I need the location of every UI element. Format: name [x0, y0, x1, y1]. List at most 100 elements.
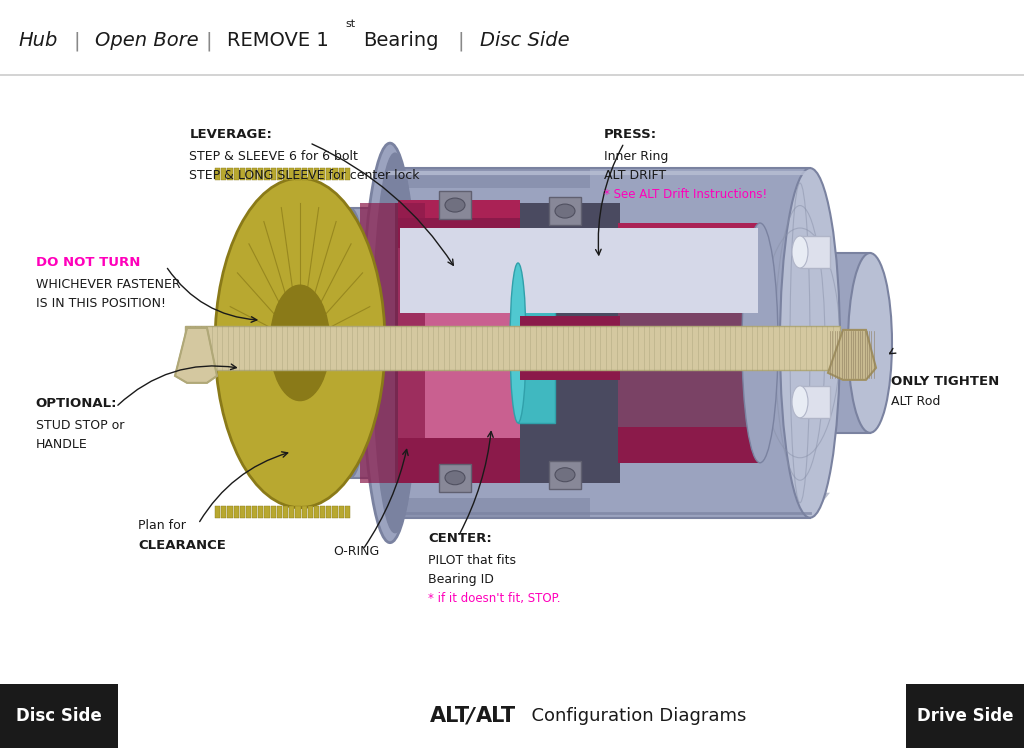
Text: ONLY TIGHTEN: ONLY TIGHTEN [891, 375, 999, 388]
Text: STEP & LONG SLEEVE for center lock: STEP & LONG SLEEVE for center lock [189, 169, 420, 182]
Bar [810, 253, 870, 433]
Ellipse shape [445, 198, 465, 212]
Bar [215, 506, 220, 518]
Bar [398, 248, 520, 438]
Bar [295, 506, 301, 518]
Ellipse shape [780, 168, 840, 518]
Bar [233, 506, 239, 518]
Bar [252, 506, 257, 518]
Ellipse shape [792, 386, 808, 418]
Bar [314, 506, 319, 518]
Text: PILOT that fits: PILOT that fits [428, 554, 516, 567]
Text: REMOVE 1: REMOVE 1 [227, 32, 329, 50]
Ellipse shape [373, 153, 417, 532]
Bar [439, 191, 471, 219]
Bar [439, 464, 471, 492]
Bar [618, 223, 760, 241]
Text: |: | [73, 32, 80, 51]
Bar [0, 685, 118, 748]
Bar [314, 168, 319, 180]
Bar [333, 506, 338, 518]
Bar [264, 168, 269, 180]
Bar [246, 506, 251, 518]
Bar [233, 168, 239, 180]
Bar [800, 386, 830, 418]
Bar [308, 168, 313, 180]
Text: IS IN THIS POSITION!: IS IN THIS POSITION! [36, 297, 166, 310]
Bar [398, 203, 520, 483]
Text: Disc Side: Disc Side [480, 32, 569, 50]
Bar [289, 506, 294, 518]
Bar [246, 168, 251, 180]
Bar [618, 259, 760, 427]
Text: |: | [458, 32, 465, 51]
Bar [549, 197, 581, 225]
Bar [339, 168, 344, 180]
Text: ALT: ALT [430, 706, 470, 726]
Bar [276, 168, 282, 180]
Text: DO NOT TURN: DO NOT TURN [36, 256, 140, 269]
Bar [800, 236, 830, 268]
Text: STEP & SLEEVE 6 for 6 bolt: STEP & SLEEVE 6 for 6 bolt [189, 150, 358, 163]
Text: PRESS:: PRESS: [604, 128, 657, 141]
Ellipse shape [445, 471, 465, 484]
Bar [301, 168, 307, 180]
Bar [264, 506, 269, 518]
Text: HANDLE: HANDLE [36, 438, 88, 451]
Bar [339, 506, 344, 518]
Text: Bearing: Bearing [362, 32, 438, 50]
Polygon shape [175, 328, 217, 382]
Bar [618, 223, 760, 463]
Text: ALT Rod: ALT Rod [891, 394, 940, 408]
Bar [252, 168, 257, 180]
Text: Drive Side: Drive Side [916, 707, 1014, 725]
Bar [270, 168, 275, 180]
Bar [327, 506, 332, 518]
Text: Open Bore: Open Bore [95, 32, 199, 50]
Text: O-RING: O-RING [333, 544, 379, 558]
Ellipse shape [792, 236, 808, 268]
Bar [549, 460, 581, 489]
Bar [215, 168, 220, 180]
Bar [276, 506, 282, 518]
Text: ALT DRIFT: ALT DRIFT [604, 169, 667, 182]
Bar [258, 506, 263, 518]
Ellipse shape [555, 468, 575, 482]
Polygon shape [390, 498, 590, 517]
Polygon shape [828, 330, 876, 380]
Text: WHICHEVER FASTENER: WHICHEVER FASTENER [36, 278, 180, 291]
Bar [240, 506, 245, 518]
Text: * See ALT Drift Instructions!: * See ALT Drift Instructions! [604, 188, 767, 201]
Bar [221, 168, 226, 180]
Bar [321, 168, 326, 180]
Text: Bearing ID: Bearing ID [428, 573, 494, 586]
Bar [518, 263, 555, 423]
Bar [301, 506, 307, 518]
Bar [283, 506, 288, 518]
Bar [295, 168, 301, 180]
Ellipse shape [742, 223, 778, 463]
Bar [258, 168, 263, 180]
Text: CLEARANCE: CLEARANCE [138, 539, 226, 552]
Text: Hub: Hub [18, 32, 57, 50]
Ellipse shape [360, 168, 420, 518]
Ellipse shape [510, 263, 526, 423]
Bar [360, 203, 425, 483]
Bar [185, 326, 840, 370]
Text: Disc Side: Disc Side [16, 707, 101, 725]
Bar [289, 168, 294, 180]
Bar [906, 685, 1024, 748]
Ellipse shape [270, 285, 330, 400]
Bar [350, 208, 395, 478]
Bar [398, 200, 520, 218]
Bar [221, 506, 226, 518]
Bar [327, 168, 332, 180]
Bar [520, 316, 620, 380]
Bar [227, 168, 232, 180]
Text: * if it doesn't fit, STOP.: * if it doesn't fit, STOP. [428, 592, 560, 604]
Bar [308, 506, 313, 518]
Bar [321, 506, 326, 518]
Bar [333, 168, 338, 180]
Ellipse shape [215, 178, 385, 508]
Ellipse shape [330, 208, 370, 478]
